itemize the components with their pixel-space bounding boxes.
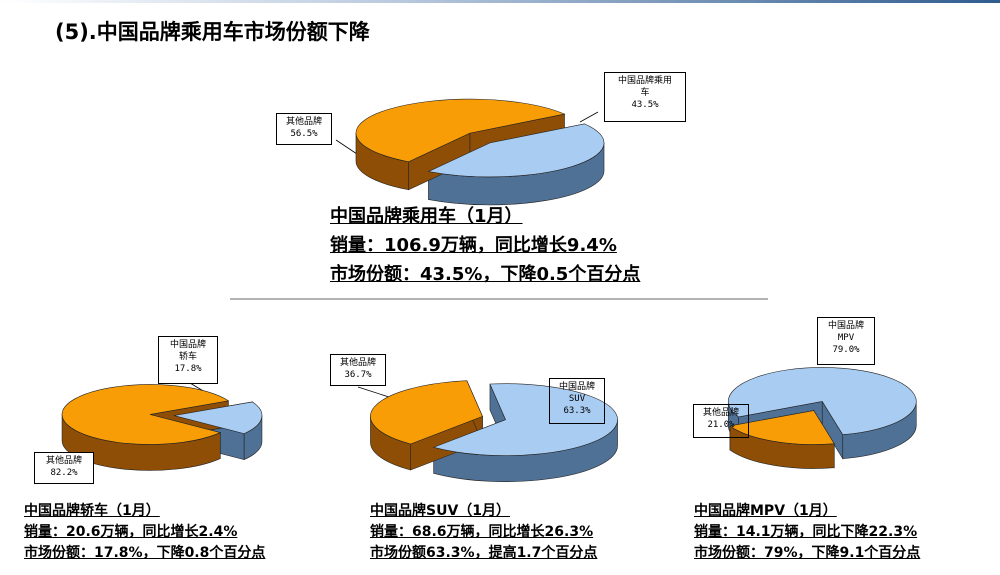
caption-sedan: 中国品牌轿车（1月） 销量：20.6万辆，同比增长2.4% 市场份额：17.8%… bbox=[24, 501, 265, 564]
label-value: 36.7% bbox=[344, 370, 372, 380]
pie-mpv bbox=[727, 367, 917, 469]
suv-slice-domestic bbox=[432, 383, 618, 456]
label-text: 其他品牌 bbox=[45, 456, 82, 466]
label-value: 82.2% bbox=[50, 468, 78, 478]
label-value: 79.0% bbox=[832, 345, 860, 355]
passenger-slice-other bbox=[355, 98, 566, 163]
label-sedan-other: 其他品牌 82.2% bbox=[34, 452, 94, 484]
label-text: 车 bbox=[640, 88, 650, 98]
pie-suv bbox=[370, 380, 618, 482]
caption-passenger: 中国品牌乘用车（1月） 销量：106.9万辆，同比增长9.4% 市场份额：43.… bbox=[330, 202, 640, 289]
caption-line: 市场份额：17.8%，下降0.8个百分点 bbox=[24, 545, 266, 561]
caption-line: 销量：14.1万辆，同比下降22.3% bbox=[694, 524, 918, 540]
sedan-slice-domestic bbox=[173, 401, 263, 434]
caption-suv: 中国品牌SUV（1月） 销量：68.6万辆，同比增长26.3% 市场份额63.3… bbox=[370, 501, 597, 564]
label-passenger-domestic: 中国品牌乘用 车 43.5% bbox=[604, 72, 686, 122]
caption-line: 市场份额：43.5%，下降0.5个百分点 bbox=[330, 264, 641, 285]
label-text: 中国品牌乘用 bbox=[617, 76, 672, 86]
caption-line: 销量：68.6万辆，同比增长26.3% bbox=[370, 524, 594, 540]
page-title: (5).中国品牌乘用车市场份额下降 bbox=[55, 20, 370, 44]
label-suv-domestic: 中国品牌 SUV 63.3% bbox=[549, 378, 605, 424]
label-text: 其他品牌 bbox=[702, 408, 739, 418]
caption-line: 中国品牌MPV（1月） bbox=[694, 503, 837, 519]
label-mpv-domestic: 中国品牌 MPV 79.0% bbox=[817, 317, 875, 365]
label-text: 其他品牌 bbox=[285, 117, 322, 127]
passenger-slice-domestic bbox=[427, 123, 605, 178]
label-value: 63.3% bbox=[563, 406, 591, 416]
label-text: 轿车 bbox=[178, 352, 197, 362]
label-text: SUV bbox=[568, 394, 586, 404]
mpv-slice-domestic bbox=[728, 367, 917, 435]
header-accent-line bbox=[0, 0, 1000, 3]
label-text: MPV bbox=[837, 333, 855, 343]
label-value: 56.5% bbox=[290, 129, 318, 139]
caption-line: 市场份额：79%，下降9.1个百分点 bbox=[694, 545, 921, 561]
caption-line: 中国品牌轿车（1月） bbox=[24, 503, 160, 519]
caption-mpv: 中国品牌MPV（1月） 销量：14.1万辆，同比下降22.3% 市场份额：79%… bbox=[694, 501, 920, 564]
label-text: 中国品牌 bbox=[169, 340, 206, 350]
sedan-slice-other bbox=[61, 384, 230, 445]
label-passenger-other: 其他品牌 56.5% bbox=[276, 113, 332, 145]
label-sedan-domestic: 中国品牌 轿车 17.8% bbox=[158, 336, 218, 384]
caption-line: 销量：20.6万辆，同比增长2.4% bbox=[24, 524, 238, 540]
label-value: 43.5% bbox=[631, 100, 659, 110]
label-mpv-other: 其他品牌 21.0% bbox=[693, 404, 749, 438]
label-value: 21.0% bbox=[707, 420, 735, 430]
caption-line: 中国品牌乘用车（1月） bbox=[330, 206, 523, 227]
label-text: 中国品牌 bbox=[827, 321, 864, 331]
label-suv-other: 其他品牌 36.7% bbox=[330, 354, 386, 386]
caption-line: 销量：106.9万辆，同比增长9.4% bbox=[330, 235, 617, 256]
section-divider bbox=[230, 298, 768, 300]
mpv-slice-other bbox=[729, 410, 835, 445]
label-text: 其他品牌 bbox=[339, 358, 376, 368]
caption-line: 市场份额63.3%，提高1.7个百分点 bbox=[370, 545, 598, 561]
leader-line-passenger-domestic bbox=[579, 111, 599, 123]
pie-passenger bbox=[355, 98, 605, 206]
leader-line-suv-other bbox=[357, 386, 393, 399]
label-text: 中国品牌 bbox=[558, 382, 595, 392]
label-value: 17.8% bbox=[174, 364, 202, 374]
pie-sedan bbox=[61, 384, 263, 471]
caption-line: 中国品牌SUV（1月） bbox=[370, 503, 511, 519]
suv-slice-other bbox=[370, 380, 483, 445]
